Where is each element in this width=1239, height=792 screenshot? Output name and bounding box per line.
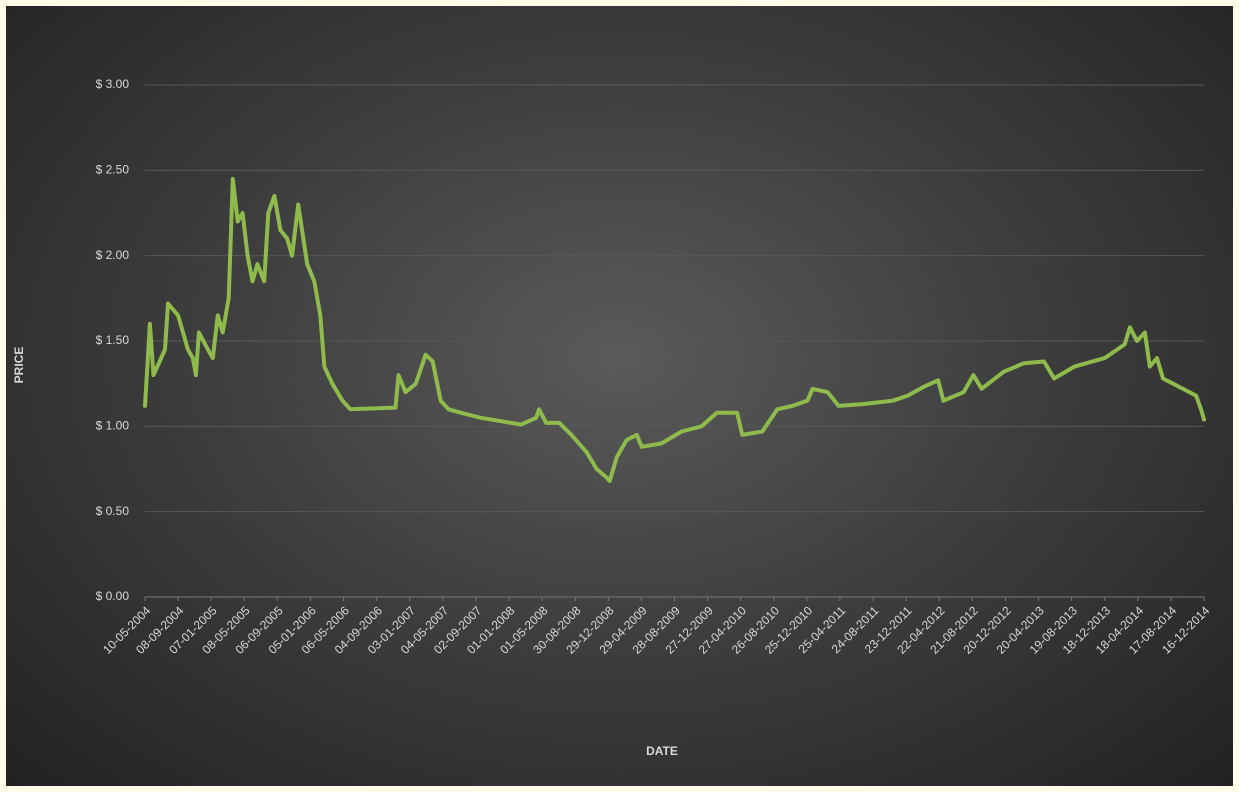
y-tick-label: $ 2.00	[96, 248, 130, 262]
y-tick-label: $ 0.50	[96, 504, 130, 518]
y-tick-label: $ 0.00	[96, 589, 130, 603]
price-line	[143, 176, 1206, 483]
y-tick-label: $ 1.00	[96, 419, 130, 433]
y-axis-title: PRICE	[12, 347, 26, 384]
y-tick-label: $ 1.50	[96, 333, 130, 347]
x-axis-title: DATE	[646, 744, 678, 758]
y-tick-label: $ 3.00	[96, 77, 130, 91]
chart-area	[6, 6, 1233, 786]
y-tick-label: $ 2.50	[96, 163, 130, 177]
